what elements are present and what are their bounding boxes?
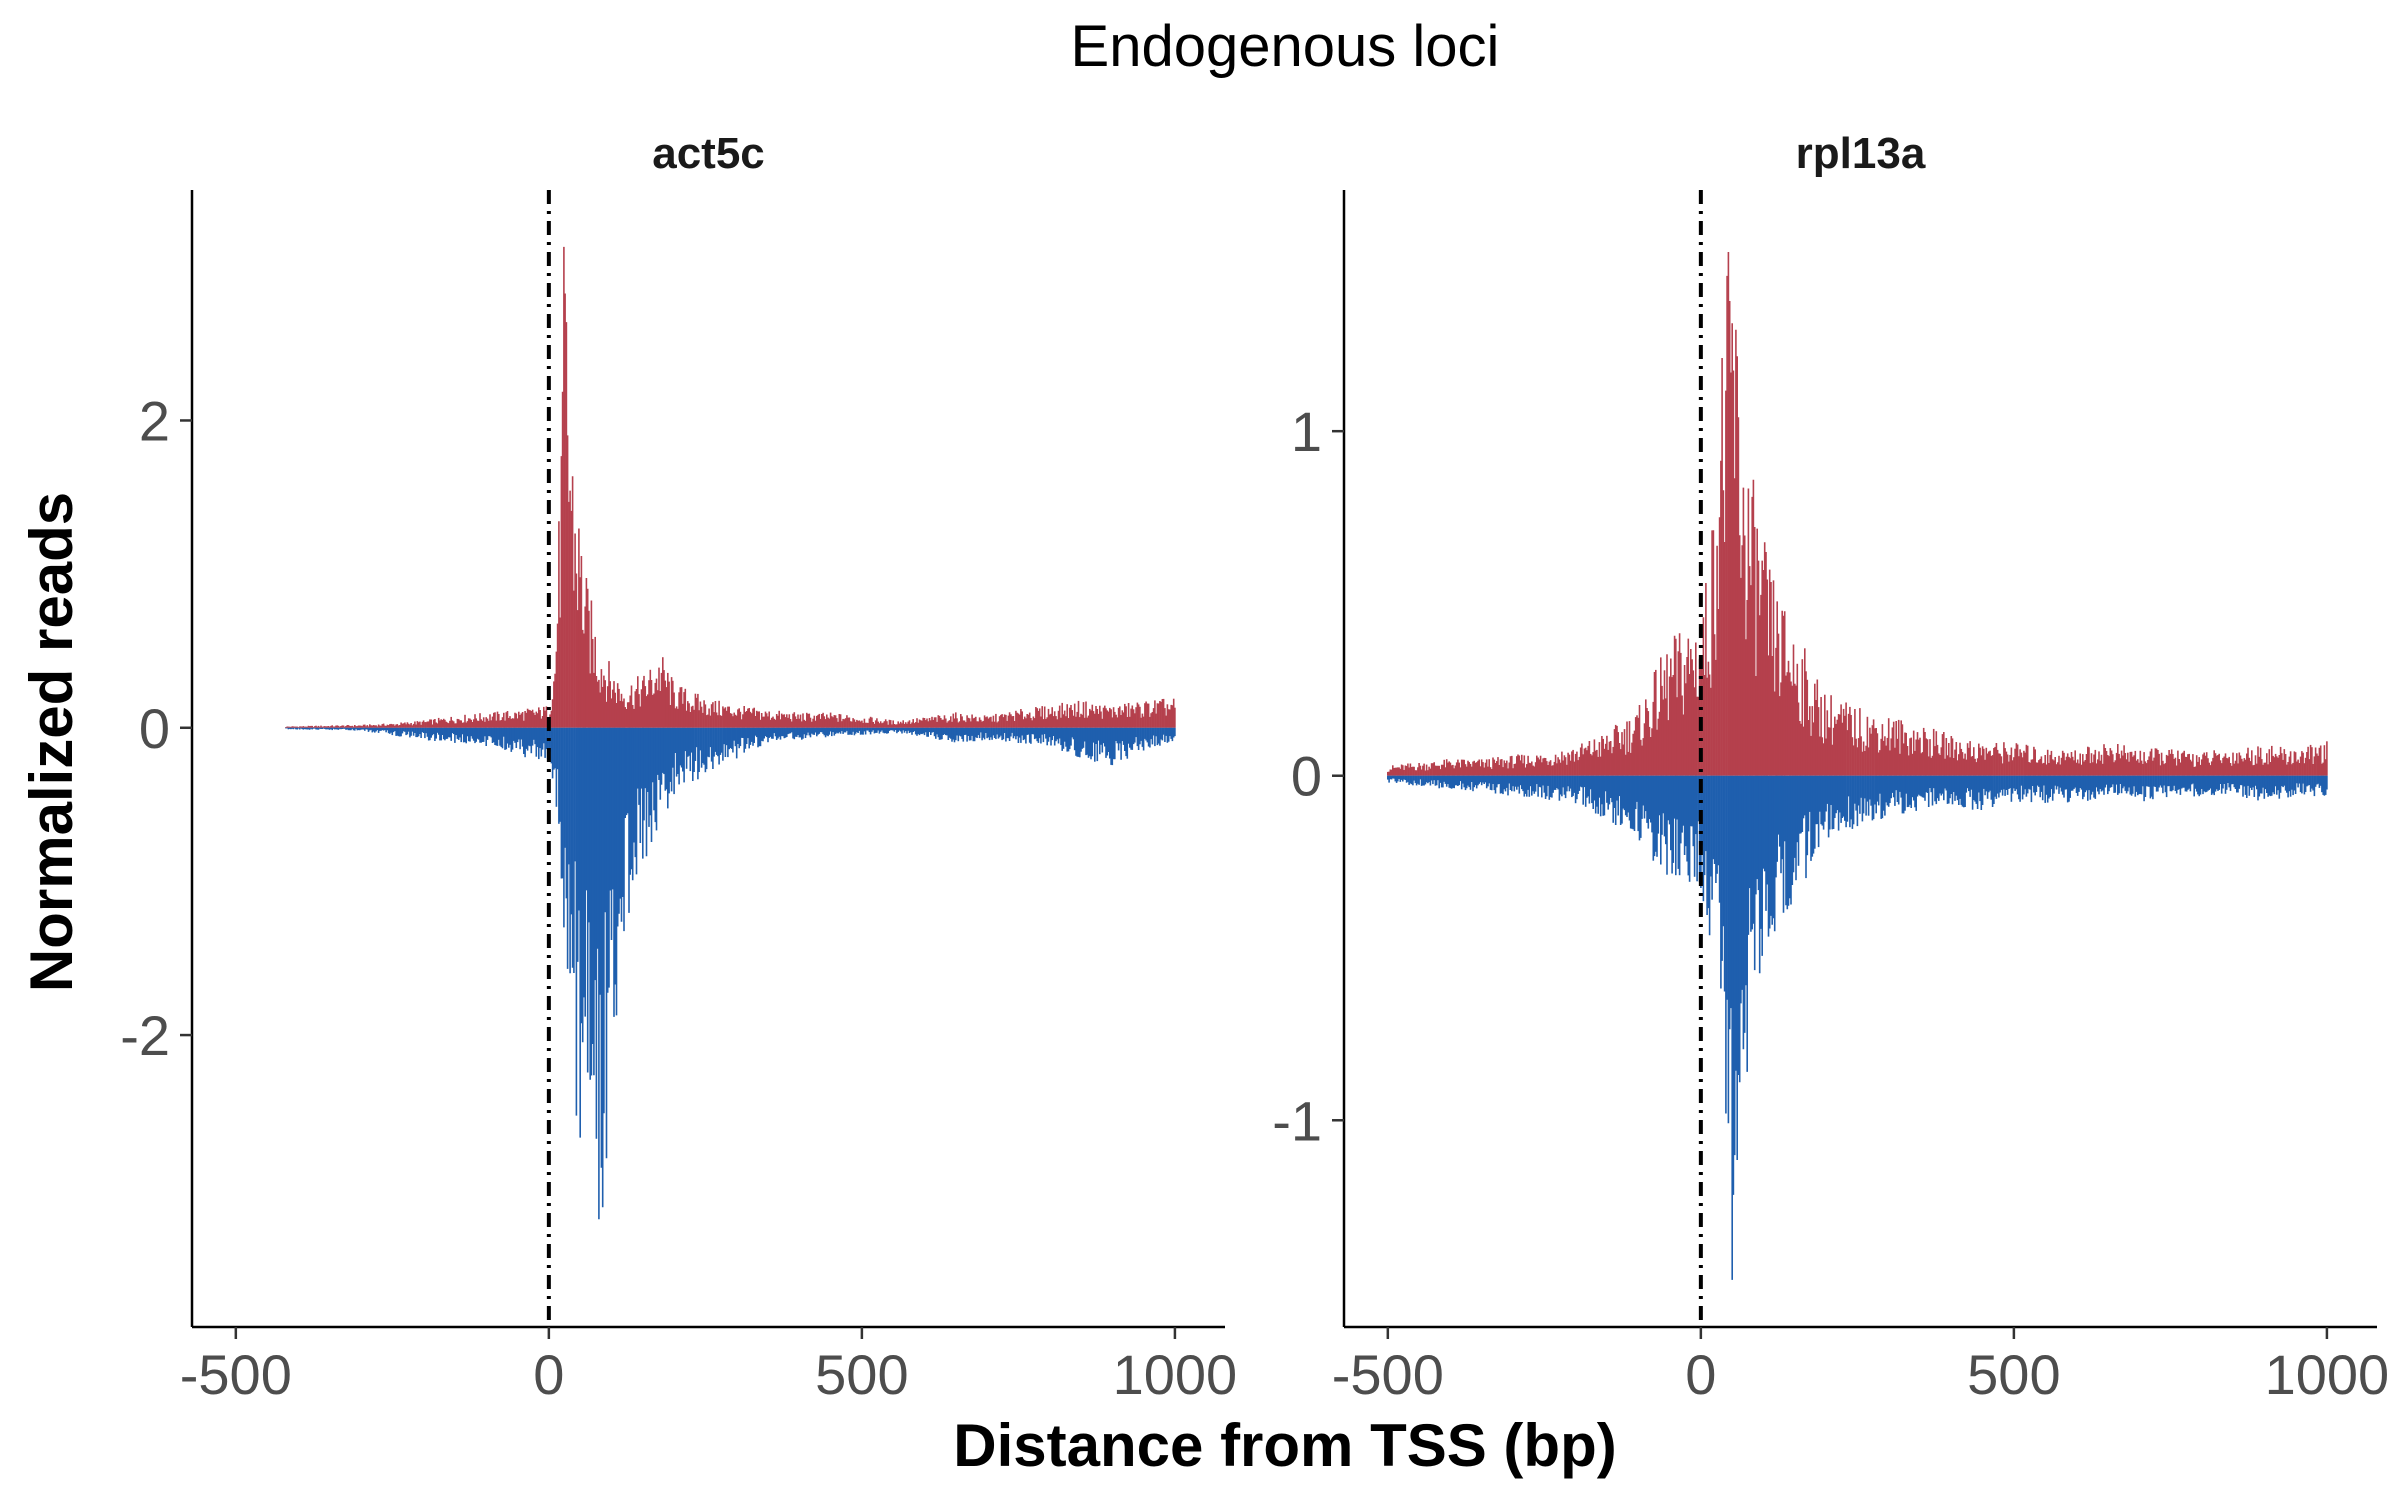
panel-title-act5c: act5c: [652, 129, 765, 178]
y-axis-label: Normalized reads: [18, 492, 85, 992]
series-negative-act5c: [285, 727, 1176, 1220]
panel-rpl13a: rpl13a -500 0 500 1000 -1 0 1: [1272, 129, 2389, 1406]
panel-title-rpl13a: rpl13a: [1796, 129, 1926, 178]
series-positive-act5c: [285, 246, 1176, 728]
y-tick-label: -1: [1272, 1089, 1322, 1152]
x-tick-label: 1000: [2265, 1343, 2390, 1406]
y-tick-label: -2: [120, 1004, 170, 1067]
x-tick-label: 1000: [1113, 1343, 1238, 1406]
x-tick-label: 500: [1967, 1343, 2060, 1406]
y-tick-label: 1: [1291, 400, 1322, 463]
series-negative-rpl13a: [1387, 775, 2328, 1280]
chart-panels: act5c -500 0 500 1000 -2 0 2 rpl13a -500 0 500 1000 -…: [120, 129, 2389, 1406]
series-positive-rpl13a: [1387, 252, 2328, 776]
y-tick-label: 2: [139, 389, 170, 452]
x-tick-label: 500: [815, 1343, 908, 1406]
x-tick-label: 0: [533, 1343, 564, 1406]
x-tick-label: 0: [1685, 1343, 1716, 1406]
panel-act5c: act5c -500 0 500 1000 -2 0 2: [120, 129, 1237, 1406]
y-tick-label: 0: [1291, 745, 1322, 808]
y-tick-label: 0: [139, 697, 170, 760]
chart-title: Endogenous loci: [1071, 14, 1500, 79]
x-tick-label: -500: [1332, 1343, 1444, 1406]
x-axis-label: Distance from TSS (bp): [953, 1412, 1616, 1479]
x-tick-label: -500: [180, 1343, 292, 1406]
